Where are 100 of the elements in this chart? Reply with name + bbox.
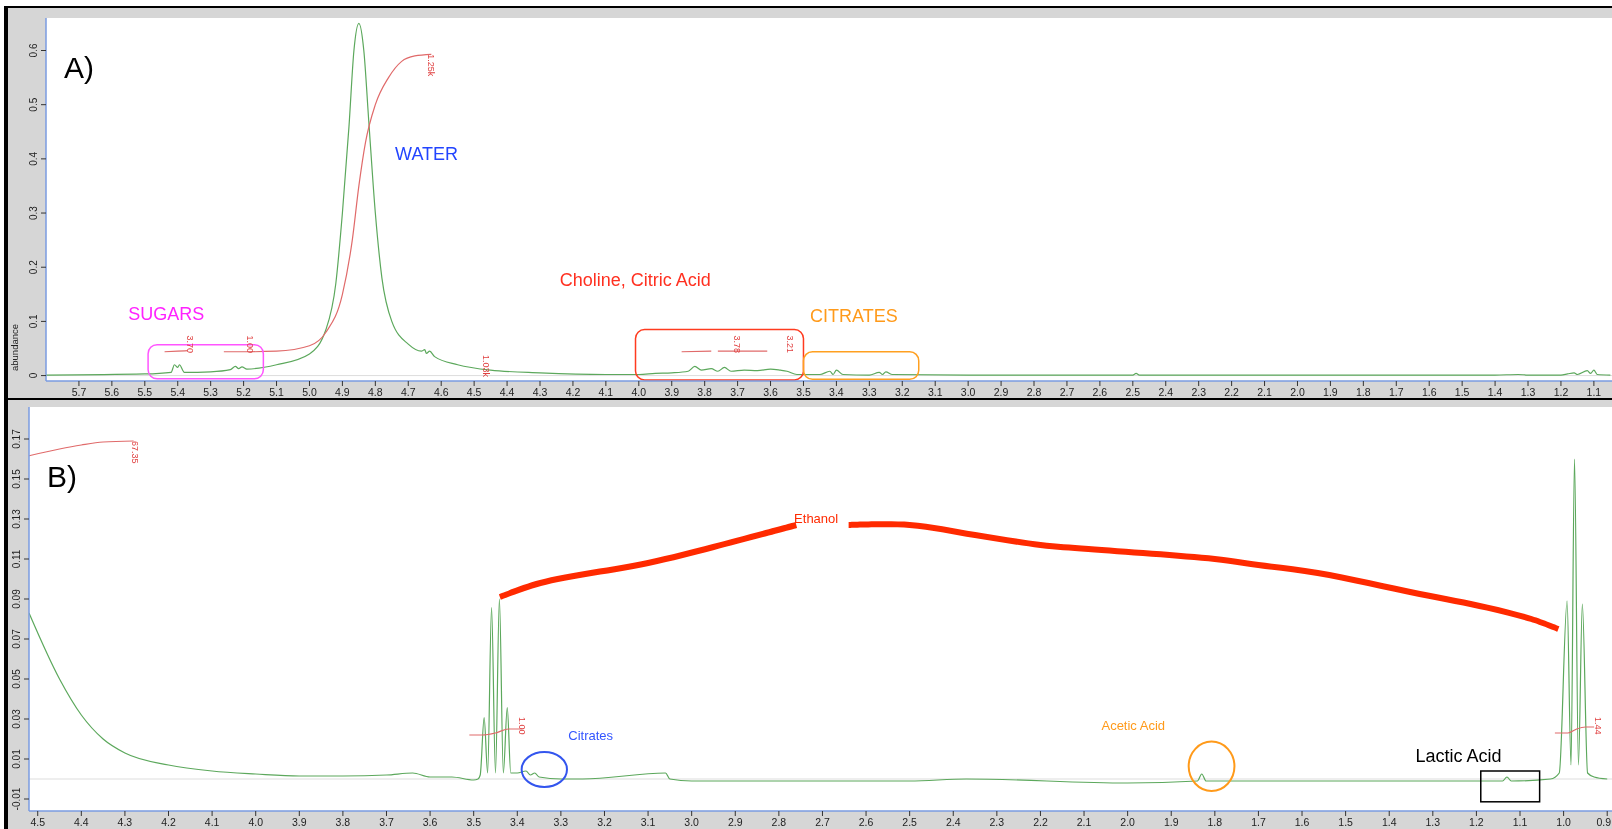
x-tick-label: 2.0 <box>1120 816 1136 828</box>
x-tick-label: 5.3 <box>203 386 219 398</box>
annotation: 3.70 <box>184 335 195 354</box>
x-tick-label: 1.8 <box>1207 816 1223 828</box>
x-tick-label: 2.0 <box>1290 386 1305 398</box>
x-tick-label: 1.6 <box>1294 816 1310 828</box>
x-tick-label: 4.9 <box>335 386 350 398</box>
x-tick-label: 3.6 <box>422 816 438 828</box>
x-tick-label: 1.7 <box>1388 386 1404 398</box>
annotation: 67.35 <box>129 441 140 464</box>
x-tick-label: 5.1 <box>269 386 284 398</box>
x-tick-label: 3.0 <box>960 386 976 398</box>
x-tick-label: 4.0 <box>631 386 647 398</box>
x-tick-label: 2.8 <box>1026 386 1042 398</box>
x-tick-label: 4.1 <box>598 386 614 398</box>
y-tick-label: 0.4 <box>28 151 39 166</box>
x-tick-label: 3.6 <box>763 386 778 398</box>
y-tick-label: 0.11 <box>11 549 22 569</box>
y-tick-label: 0.2 <box>28 259 39 275</box>
x-tick-label: 3.8 <box>335 816 351 828</box>
x-tick-label: 1.5 <box>1338 816 1354 828</box>
annotation: Ethanol <box>794 511 839 526</box>
x-tick-label: 2.8 <box>771 816 787 828</box>
y-tick-label: 0.07 <box>11 628 22 649</box>
x-tick-label: 1.3 <box>1520 386 1536 398</box>
x-tick-label: 4.2 <box>161 816 176 828</box>
annotation: SUGARS <box>128 303 205 324</box>
x-tick-label: 4.2 <box>565 386 581 398</box>
y-tick-label: 0.01 <box>11 748 22 769</box>
y-tick-label: 0.5 <box>28 97 39 112</box>
x-tick-label: 1.5 <box>1454 386 1470 398</box>
x-tick-label: 4.8 <box>368 386 383 398</box>
y-tick-label: 0.15 <box>11 468 22 489</box>
x-tick-label: 2.5 <box>902 816 918 828</box>
x-tick-label: 2.7 <box>1059 386 1075 398</box>
x-tick-label: 1.7 <box>1251 816 1266 828</box>
annotation: 3.78 <box>732 335 743 354</box>
y-tick-label: 0.6 <box>28 43 39 58</box>
x-tick-label: 2.3 <box>989 816 1005 828</box>
annotation: 1.00 <box>245 335 256 354</box>
annotation: 3.21 <box>785 335 796 354</box>
x-tick-label: 2.1 <box>1257 386 1272 398</box>
x-tick-label: 0.9 <box>1596 816 1612 828</box>
x-tick-label: 1.2 <box>1469 816 1484 828</box>
x-tick-label: 2.2 <box>1224 386 1240 398</box>
x-tick-label: 3.3 <box>553 816 569 828</box>
y-tick-label: 0.09 <box>11 588 22 609</box>
x-tick-label: 4.4 <box>74 816 89 828</box>
line-series <box>46 22 1611 376</box>
x-tick-label: 4.4 <box>499 386 515 398</box>
x-tick-label: 5.7 <box>71 386 87 398</box>
x-tick-label: 1.4 <box>1381 816 1397 828</box>
x-tick-label: 4.5 <box>466 386 482 398</box>
x-tick-label: 2.9 <box>727 816 743 828</box>
x-tick-label: 3.1 <box>927 386 943 398</box>
annotation: 1.25k <box>426 54 437 77</box>
x-tick-label: 1.9 <box>1323 386 1338 398</box>
x-tick-label: 1.0 <box>1556 816 1572 828</box>
annotation: B) <box>47 460 77 493</box>
x-tick-label: 4.0 <box>248 816 264 828</box>
x-tick-label: 5.2 <box>236 386 252 398</box>
y-tick-label: -0.01 <box>11 787 22 811</box>
x-tick-label: 3.8 <box>697 386 713 398</box>
x-tick-label: 3.0 <box>684 816 700 828</box>
x-tick-label: 3.5 <box>466 816 482 828</box>
x-tick-label: 2.4 <box>1158 386 1174 398</box>
y-axis-title: abundance <box>9 323 20 371</box>
x-tick-label: 5.5 <box>137 386 153 398</box>
x-tick-label: 5.6 <box>104 386 120 398</box>
x-tick-label: 1.8 <box>1356 386 1371 398</box>
x-tick-label: 3.2 <box>894 386 910 398</box>
x-tick-label: 4.5 <box>30 816 46 828</box>
x-tick-label: 3.5 <box>796 386 811 398</box>
y-tick-label: 0.13 <box>11 508 22 529</box>
x-tick-label: 5.4 <box>170 386 186 398</box>
x-tick-label: 2.5 <box>1125 386 1141 398</box>
x-tick-label: 2.9 <box>993 386 1009 398</box>
x-tick-label: 3.4 <box>829 386 844 398</box>
x-tick-label: 3.2 <box>597 816 612 828</box>
annotation: WATER <box>395 144 459 165</box>
x-tick-label: 2.6 <box>1092 386 1108 398</box>
x-tick-label: 1.9 <box>1163 816 1179 828</box>
x-tick-label: 1.4 <box>1487 386 1503 398</box>
x-tick-label: 1.1 <box>1586 386 1602 398</box>
y-tick-label: 0.05 <box>11 668 22 689</box>
x-tick-label: 1.6 <box>1421 386 1437 398</box>
x-tick-label: 5.0 <box>302 386 317 398</box>
x-tick-label: 2.1 <box>1076 816 1092 828</box>
x-tick-label: 3.1 <box>640 816 656 828</box>
annotation: CITRATES <box>810 306 898 327</box>
x-tick-label: 2.6 <box>858 816 874 828</box>
x-tick-label: 2.3 <box>1191 386 1207 398</box>
annotation: Lactic Acid <box>1415 746 1502 766</box>
x-tick-label: 3.9 <box>292 816 307 828</box>
x-tick-label: 4.3 <box>117 816 133 828</box>
x-tick-label: 3.7 <box>730 386 746 398</box>
annotation: Acetic Acid <box>1101 717 1166 733</box>
x-tick-label: 1.3 <box>1425 816 1441 828</box>
annotation: 1.44 <box>1592 717 1603 735</box>
x-tick-label: 2.7 <box>815 816 830 828</box>
